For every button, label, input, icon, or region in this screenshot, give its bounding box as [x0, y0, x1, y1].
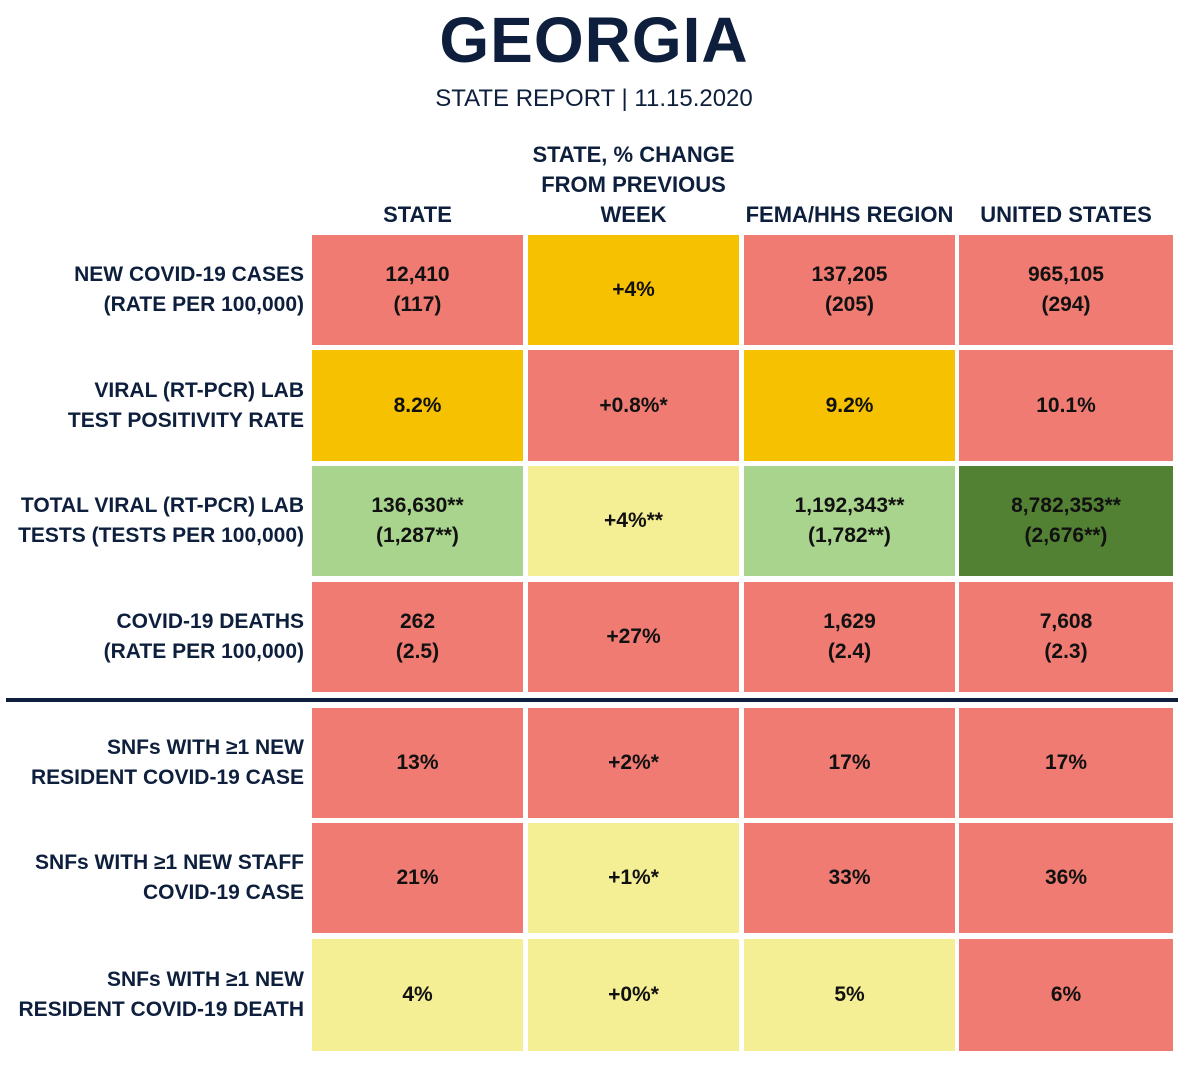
- row-label-total-tests: TOTAL VIRAL (RT-PCR) LAB TESTS (TESTS PE…: [18, 494, 304, 547]
- table-cell: +4%: [528, 235, 739, 345]
- page-title: GEORGIA: [439, 4, 749, 76]
- table-cell: 9.2%: [744, 350, 955, 461]
- row-label-snf-resident-death: SNFs WITH ≥1 NEW RESIDENT COVID-19 DEATH: [18, 968, 304, 1021]
- row-label-positivity: VIRAL (RT-PCR) LAB TEST POSITIVITY RATE: [67, 378, 304, 432]
- table-cell: +27%: [528, 582, 739, 692]
- table-cell: +1%*: [528, 823, 739, 933]
- table-cell: 33%: [744, 823, 955, 933]
- table-cell: 965,105 (294): [959, 235, 1173, 345]
- table-cell: 7,608 (2.3): [959, 582, 1173, 692]
- table-cell: 21%: [312, 823, 523, 933]
- table-cell: 36%: [959, 823, 1173, 933]
- column-header-state: STATE: [383, 202, 452, 227]
- table-cell: 12,410 (117): [312, 235, 523, 345]
- table-cell: +2%*: [528, 708, 739, 818]
- table-cell: 136,630** (1,287**): [312, 466, 523, 576]
- table-cell: 10.1%: [959, 350, 1173, 461]
- column-header-us: UNITED STATES: [980, 202, 1152, 227]
- table-cell: 5%: [744, 939, 955, 1051]
- row-label-deaths: COVID-19 DEATHS (RATE PER 100,000): [103, 610, 304, 663]
- table-cell: +0.8%*: [528, 350, 739, 461]
- table-cell: 1,629 (2.4): [744, 582, 955, 692]
- table-cell: 17%: [959, 708, 1173, 818]
- row-label-snf-staff-case: SNFs WITH ≥1 NEW STAFF COVID-19 CASE: [35, 851, 304, 904]
- table-cell: 137,205 (205): [744, 235, 955, 345]
- row-label-snf-resident-case: SNFs WITH ≥1 NEW RESIDENT COVID-19 CASE: [30, 736, 304, 789]
- table-cell: 8.2%: [312, 350, 523, 461]
- column-header-state-change: STATE, % CHANGE FROM PREVIOUS WEEK: [532, 142, 735, 227]
- table-cell: 6%: [959, 939, 1173, 1051]
- table-cell: +4%**: [528, 466, 739, 576]
- table-cell: 13%: [312, 708, 523, 818]
- table-cell: 1,192,343** (1,782**): [744, 466, 955, 576]
- table-cell: +0%*: [528, 939, 739, 1051]
- report-subtitle: STATE REPORT | 11.15.2020: [435, 85, 753, 112]
- table-cell: 4%: [312, 939, 523, 1051]
- column-header-region: FEMA/HHS REGION: [745, 202, 954, 227]
- table-cell: 8,782,353** (2,676**): [959, 466, 1173, 576]
- section-divider: [6, 698, 1178, 702]
- table-cell: 17%: [744, 708, 955, 818]
- row-label-new-cases: NEW COVID-19 CASES (RATE PER 100,000): [74, 263, 304, 316]
- table-cell: 262 (2.5): [312, 582, 523, 692]
